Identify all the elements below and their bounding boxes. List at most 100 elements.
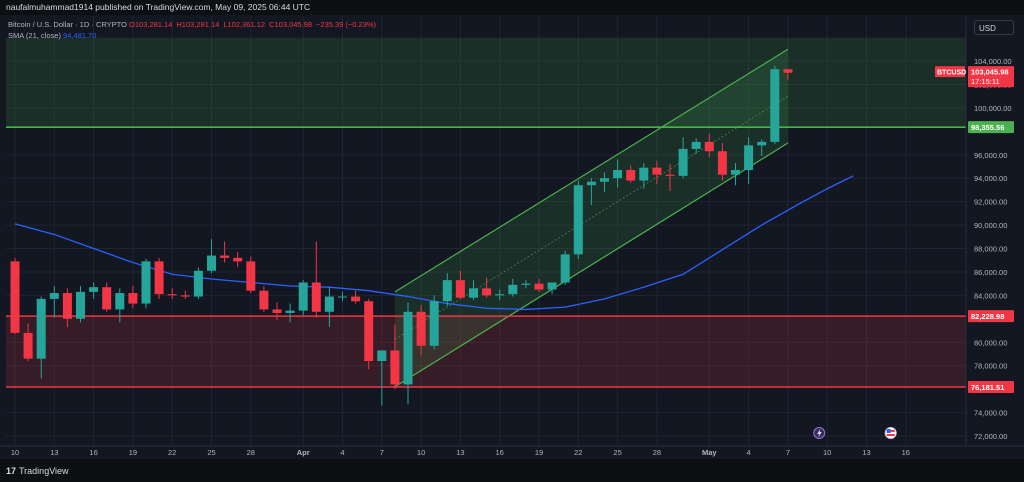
- resistance-zone[interactable]: [6, 37, 966, 128]
- parallel-channel-fill[interactable]: [394, 49, 788, 387]
- time-tick-label: 13: [456, 448, 464, 457]
- symbol-title[interactable]: Bitcoin / U.S. Dollar · 1D · CRYPTO: [8, 20, 127, 29]
- candle-up[interactable]: [89, 287, 99, 292]
- sma-label[interactable]: SMA (21, close): [8, 31, 61, 40]
- channel-upper-line[interactable]: [394, 48, 789, 293]
- candle-down[interactable]: [534, 283, 544, 290]
- candle-down[interactable]: [717, 151, 727, 175]
- tradingview-logo[interactable]: 17 TradingView: [6, 466, 69, 476]
- time-tick-label: 10: [823, 448, 831, 457]
- candle-down[interactable]: [167, 294, 177, 296]
- candle-up[interactable]: [770, 69, 780, 142]
- candle-up[interactable]: [377, 350, 387, 361]
- candle-up[interactable]: [573, 185, 583, 255]
- level-price-tag[interactable]: [968, 310, 1014, 323]
- candle-up[interactable]: [521, 283, 531, 285]
- currency-button[interactable]: USD: [974, 20, 1014, 35]
- candle-up[interactable]: [613, 169, 623, 179]
- candle-up[interactable]: [115, 293, 125, 310]
- candle-up[interactable]: [757, 141, 767, 146]
- candle-down[interactable]: [455, 280, 465, 298]
- candle-up[interactable]: [508, 284, 518, 295]
- candle-up[interactable]: [285, 310, 295, 313]
- candle-up[interactable]: [442, 280, 452, 302]
- support-zone[interactable]: [6, 316, 966, 387]
- candle-up[interactable]: [639, 167, 649, 181]
- candle-up[interactable]: [586, 181, 596, 186]
- candle-up[interactable]: [403, 311, 413, 385]
- candle-up[interactable]: [547, 282, 557, 290]
- candle-down[interactable]: [62, 293, 72, 319]
- candle-up[interactable]: [469, 288, 478, 298]
- candle-up[interactable]: [338, 296, 347, 298]
- candle-down[interactable]: [364, 301, 374, 361]
- candle-up[interactable]: [298, 282, 308, 311]
- tradingview-mark-icon: 17: [6, 466, 17, 476]
- candle-up[interactable]: [141, 261, 151, 304]
- tradingview-brand: TradingView: [19, 466, 69, 476]
- time-tick-label: 4: [340, 448, 344, 457]
- high-value: H103,281.14: [176, 20, 220, 29]
- candle-down[interactable]: [246, 261, 256, 291]
- time-axis[interactable]: [0, 446, 966, 459]
- candle-down[interactable]: [626, 169, 636, 181]
- channel-lower-line[interactable]: [394, 142, 789, 388]
- current-price-tag[interactable]: [968, 66, 1014, 88]
- candle-down[interactable]: [482, 288, 492, 296]
- price-tick-label: 88,000.00: [974, 245, 1007, 254]
- level-price-tag[interactable]: [968, 380, 1014, 393]
- candle-down[interactable]: [665, 174, 675, 176]
- price-tick-label: 86,000.00: [974, 268, 1007, 277]
- candle-up[interactable]: [731, 169, 740, 175]
- flag-stripe-icon: [886, 434, 895, 436]
- candle-up[interactable]: [324, 296, 334, 312]
- candle-up[interactable]: [49, 293, 59, 299]
- time-tick-label: 4: [747, 448, 751, 457]
- publish-caption: naufalmuhammad1914 published on TradingV…: [6, 2, 311, 12]
- candle-down[interactable]: [259, 290, 269, 310]
- candle-up[interactable]: [429, 301, 439, 346]
- candle-up[interactable]: [495, 294, 505, 296]
- price-tick-label: 94,000.00: [974, 174, 1007, 183]
- candle-down[interactable]: [102, 287, 112, 310]
- candle-up[interactable]: [560, 254, 570, 283]
- candle-up[interactable]: [678, 148, 688, 176]
- candle-up[interactable]: [207, 255, 216, 271]
- candle-down[interactable]: [233, 257, 243, 262]
- time-tick-label: 13: [50, 448, 58, 457]
- candle-down[interactable]: [351, 296, 361, 302]
- candle-down[interactable]: [180, 295, 190, 297]
- lightning-glyph-icon: [817, 429, 822, 438]
- candle-up[interactable]: [600, 178, 609, 182]
- symbol-price-tag[interactable]: [935, 66, 965, 78]
- candle-down[interactable]: [783, 69, 793, 73]
- countdown-label: 17:15:11: [971, 77, 1000, 86]
- candle-down[interactable]: [220, 255, 230, 258]
- sma-value: 94,481.70: [63, 31, 97, 40]
- candle-down[interactable]: [10, 261, 20, 333]
- candle-down[interactable]: [311, 282, 321, 312]
- candle-up[interactable]: [744, 145, 754, 170]
- candle-up[interactable]: [691, 141, 701, 149]
- price-axis[interactable]: [966, 16, 1024, 446]
- candle-down[interactable]: [416, 311, 426, 346]
- candle-up[interactable]: [36, 298, 46, 359]
- candle-down[interactable]: [23, 332, 33, 359]
- plot-area[interactable]: [6, 16, 966, 446]
- low-value: L102,361.12: [223, 20, 266, 29]
- time-tick-label: 10: [11, 448, 19, 457]
- price-tick-label: 100,000.00: [974, 104, 1012, 113]
- candle-down[interactable]: [704, 141, 714, 152]
- candle-up[interactable]: [193, 270, 203, 297]
- candle-down[interactable]: [154, 261, 164, 295]
- candle-down[interactable]: [128, 293, 138, 304]
- time-tick-label: 25: [613, 448, 621, 457]
- candle-up[interactable]: [76, 291, 85, 319]
- candle-down[interactable]: [652, 167, 662, 175]
- publish-bar: naufalmuhammad1914 published on TradingV…: [0, 0, 1024, 15]
- time-tick-label: 19: [129, 448, 137, 457]
- level-price-tag[interactable]: [968, 121, 1014, 134]
- candle-down[interactable]: [390, 350, 400, 385]
- candle-down[interactable]: [272, 309, 282, 313]
